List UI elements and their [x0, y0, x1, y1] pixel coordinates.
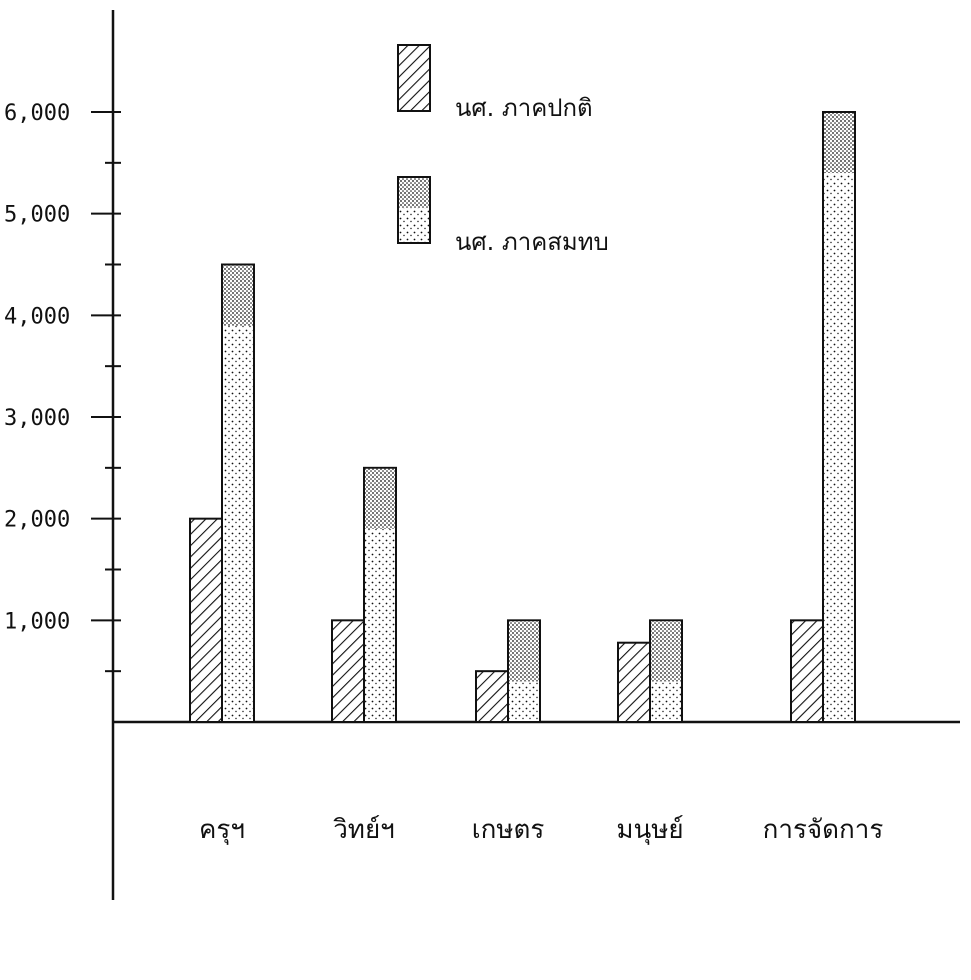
- x-tick-label: การจัดการ: [763, 815, 884, 845]
- bar-evening: [363, 466, 397, 724]
- x-axis-labels: ครุฯ วิทย์ฯ เกษตร มนุษย์ การจัดการ: [199, 815, 883, 845]
- x-tick-label: วิทย์ฯ: [333, 815, 395, 845]
- y-tick-label: 2,000: [4, 508, 70, 533]
- legend-label-evening: นศ. ภาคสมทบ: [455, 228, 609, 256]
- x-tick-label: ครุฯ: [199, 815, 245, 845]
- x-tick-label: มนุษย์: [616, 815, 683, 845]
- bar-regular: [475, 670, 509, 724]
- bar-regular: [331, 619, 365, 723]
- bar-regular: [790, 619, 824, 723]
- bar-evening: [822, 111, 856, 723]
- bar-evening: [221, 263, 255, 723]
- y-tick-label: 4,000: [4, 304, 70, 329]
- legend-label-regular: นศ. ภาคปกติ: [455, 94, 593, 122]
- legend-swatch-regular: [397, 44, 431, 112]
- x-tick-label: เกษตร: [472, 815, 545, 845]
- bar-evening: [507, 619, 541, 723]
- y-tick-label: 3,000: [4, 406, 70, 431]
- y-tick-label: 1,000: [4, 609, 70, 634]
- legend: นศ. ภาคปกติ นศ. ภาคสมทบ: [397, 44, 609, 256]
- legend-swatch-evening-dense: [399, 178, 429, 208]
- bar-evening: [649, 619, 683, 723]
- bar-regular: [189, 517, 223, 724]
- bars: [189, 111, 856, 724]
- y-tick-label: 5,000: [4, 203, 70, 228]
- y-tick-label: 6,000: [4, 101, 70, 126]
- bar-regular: [617, 641, 651, 724]
- axes: 1,000 2,000 3,000 4,000 5,000 6,000: [4, 10, 960, 900]
